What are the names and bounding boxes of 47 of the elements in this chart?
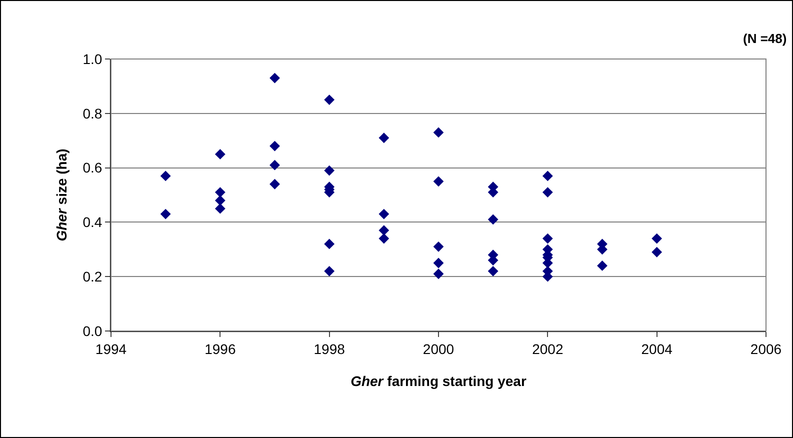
point [433, 258, 444, 268]
point [488, 266, 498, 276]
point [433, 241, 444, 252]
point [324, 238, 335, 250]
x-tick-label: 2002 [532, 340, 564, 357]
y-tick-label: 0.0 [82, 322, 102, 339]
x-tick-label: 1996 [204, 340, 236, 357]
x-tick-label: 2006 [750, 340, 782, 357]
point [214, 149, 226, 160]
point [378, 132, 390, 144]
point [214, 187, 226, 198]
x-tick-label: 2000 [422, 340, 454, 357]
point [542, 170, 553, 182]
point [378, 233, 390, 244]
y-axis-title: Gher size (ha) [53, 148, 70, 242]
x-tick-label: 2004 [641, 340, 673, 357]
point [214, 195, 226, 206]
point [652, 246, 662, 258]
point [270, 140, 280, 152]
x-axis-title: Gher farming starting year [350, 373, 527, 390]
x-tick-label: 1994 [95, 340, 127, 357]
point [270, 72, 280, 84]
point [270, 160, 280, 170]
point [378, 208, 390, 220]
point [378, 225, 390, 236]
y-tick-label: 0.6 [82, 160, 102, 176]
text: (N =48) [743, 31, 787, 46]
point [542, 187, 553, 198]
y-tick-label: 0.2 [82, 268, 102, 284]
point [597, 260, 608, 271]
point [160, 170, 171, 182]
point [270, 178, 280, 190]
point [488, 214, 498, 225]
point [433, 127, 444, 138]
point [214, 203, 226, 214]
y-tick-label: 0.4 [82, 214, 102, 230]
point [324, 266, 335, 276]
point [324, 94, 335, 105]
point [542, 233, 553, 244]
point [433, 176, 444, 187]
y-tick-label: 1.0 [82, 50, 102, 67]
y-tick-label: 0.8 [82, 105, 102, 122]
x-tick-label: 1998 [314, 340, 346, 357]
point [324, 165, 335, 176]
point [433, 268, 444, 280]
point [652, 233, 662, 244]
point [160, 208, 171, 220]
